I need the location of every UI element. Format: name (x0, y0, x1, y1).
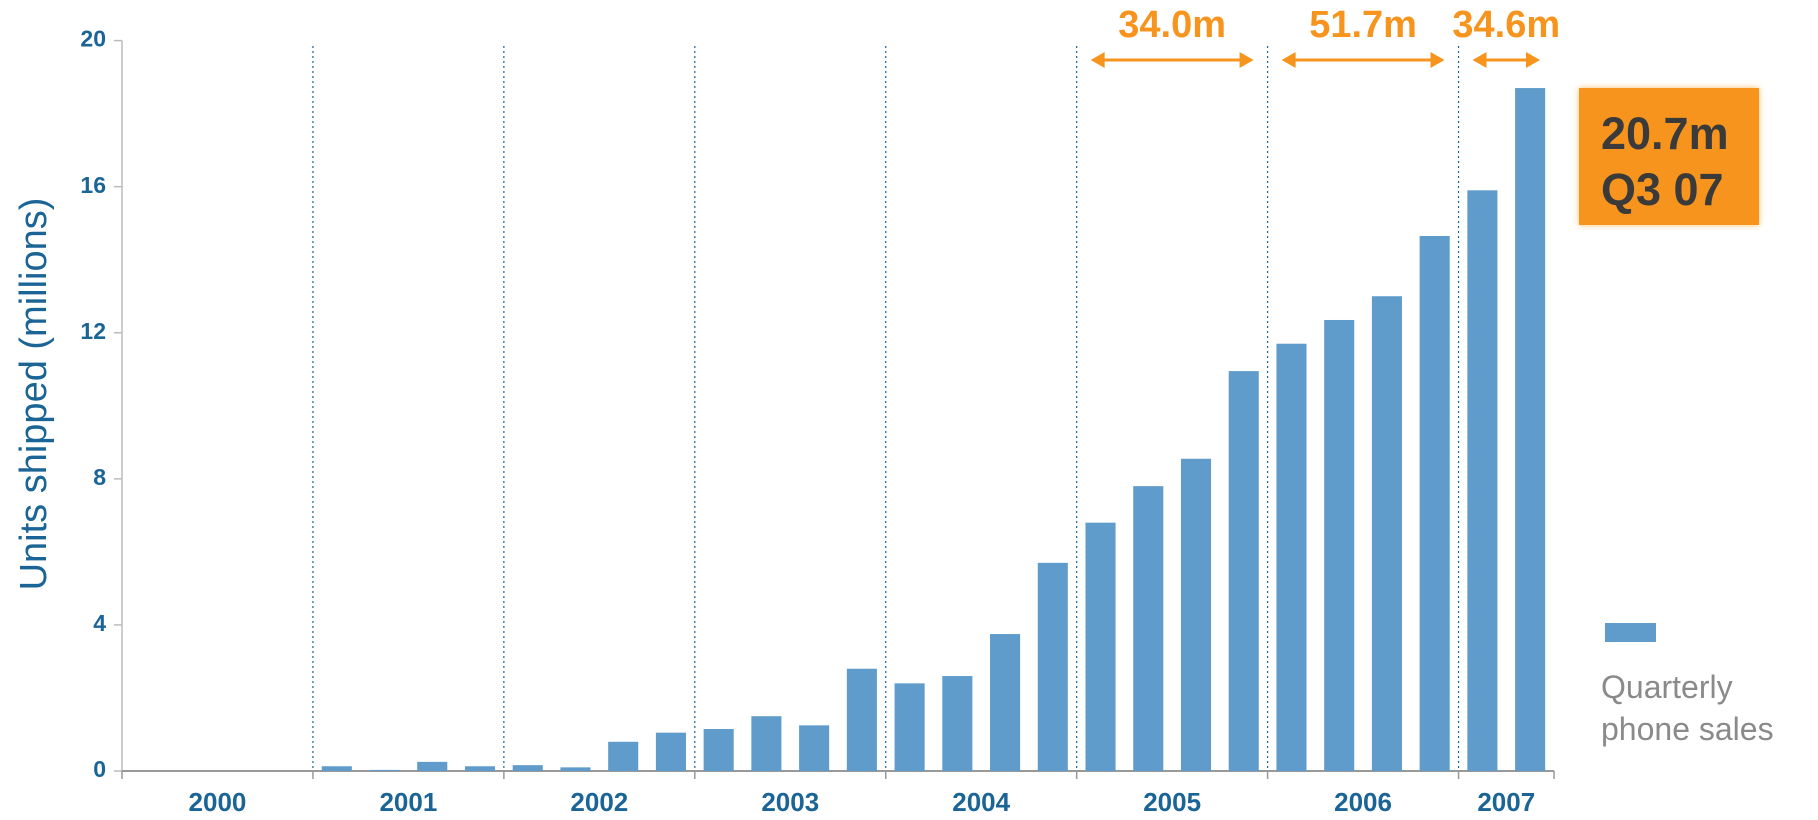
bar (894, 683, 925, 771)
bar (1467, 190, 1498, 771)
bar (1085, 522, 1116, 771)
y-tick-label: 4 (93, 610, 106, 636)
y-tick-label: 20 (80, 26, 106, 52)
y-tick-label: 16 (80, 172, 106, 198)
bar (990, 634, 1021, 771)
span-label: 34.0m (1118, 4, 1226, 46)
bar (321, 766, 352, 771)
y-tick-label: 12 (80, 318, 106, 344)
arrow-head (1472, 52, 1540, 68)
bar (560, 767, 591, 771)
bar (942, 676, 973, 771)
bar (464, 766, 496, 771)
legend-swatch (1605, 623, 1656, 642)
bar (512, 765, 543, 771)
span-label: 34.6m (1452, 4, 1560, 46)
bar (1324, 319, 1355, 771)
bar (1371, 296, 1402, 771)
y-tick-label: 0 (93, 756, 106, 782)
callout-box: 20.7m Q3 07 (1579, 88, 1759, 225)
group-label: 2000 (189, 787, 247, 817)
bar (369, 769, 400, 771)
bar (655, 732, 686, 771)
y-axis-label: Units shipped (millions) (13, 198, 55, 591)
bar (1419, 235, 1450, 771)
group-label: 2007 (1477, 787, 1535, 817)
bar (1180, 458, 1212, 771)
legend-label: Quarterly phone sales (1601, 669, 1774, 747)
group-label: 2002 (570, 787, 628, 817)
callout-value: 20.7m (1601, 108, 1729, 159)
bar (608, 741, 639, 771)
bar (799, 725, 830, 771)
group-label: 2004 (952, 787, 1010, 817)
bar (846, 668, 877, 771)
y-tick-label: 8 (93, 464, 106, 490)
bar (1515, 88, 1546, 772)
group-label: 2006 (1334, 787, 1392, 817)
callout-period: Q3 07 (1601, 164, 1724, 215)
group-label: 2001 (379, 787, 437, 817)
bar (417, 761, 448, 771)
bar (1037, 562, 1068, 771)
span-label: 51.7m (1309, 4, 1417, 46)
group-label: 2003 (761, 787, 819, 817)
bar (1276, 343, 1307, 771)
bar (1133, 486, 1164, 771)
bar (703, 729, 734, 771)
bar (751, 716, 782, 771)
bar (1228, 371, 1259, 771)
group-label: 2005 (1143, 787, 1201, 817)
